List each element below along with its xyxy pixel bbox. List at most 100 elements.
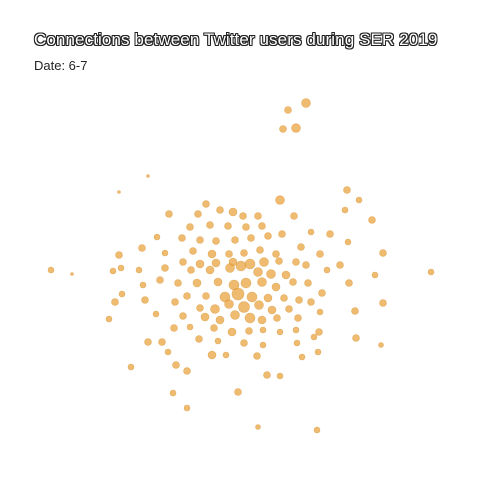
user-node <box>183 367 191 375</box>
user-node <box>292 326 300 334</box>
user-node <box>379 249 387 257</box>
user-node <box>244 312 256 324</box>
user-node <box>253 267 263 277</box>
user-node <box>187 266 195 274</box>
user-node <box>298 353 306 361</box>
user-node <box>336 261 344 269</box>
chart-title: Connections between Twitter users during… <box>34 30 438 49</box>
user-node <box>310 333 318 341</box>
user-node <box>307 228 315 236</box>
user-node <box>158 338 166 346</box>
user-node <box>323 266 331 274</box>
user-node <box>352 334 360 342</box>
user-node <box>278 230 286 238</box>
user-node <box>207 350 217 360</box>
user-node <box>263 293 273 303</box>
user-node <box>316 308 324 316</box>
user-node <box>344 238 352 246</box>
user-node <box>246 291 258 303</box>
user-node <box>171 298 179 306</box>
user-node <box>183 404 191 412</box>
user-node <box>240 277 252 289</box>
user-node <box>271 282 281 292</box>
user-node <box>257 277 267 287</box>
user-node <box>216 206 224 214</box>
user-node <box>210 324 218 332</box>
user-node <box>178 234 186 242</box>
user-node <box>105 315 113 323</box>
user-node <box>183 292 191 300</box>
user-node <box>210 304 220 314</box>
user-node <box>230 310 240 320</box>
user-node <box>284 106 292 114</box>
user-node <box>351 307 359 315</box>
user-node <box>153 233 161 241</box>
user-node <box>238 301 250 313</box>
user-node <box>295 296 303 304</box>
user-node <box>289 278 297 286</box>
user-node <box>224 299 234 309</box>
user-node <box>297 243 305 251</box>
user-node <box>227 327 237 337</box>
user-node <box>239 212 247 220</box>
user-node <box>279 125 287 133</box>
user-node <box>302 261 310 269</box>
user-node <box>192 278 202 288</box>
user-node <box>245 327 253 335</box>
user-node <box>293 339 301 347</box>
user-node <box>202 292 210 300</box>
user-node <box>205 265 215 275</box>
user-node <box>234 388 242 396</box>
user-node <box>165 210 173 218</box>
user-node <box>222 351 230 359</box>
user-node <box>186 323 194 331</box>
user-node <box>127 363 135 371</box>
user-node <box>117 190 121 194</box>
user-node <box>267 305 277 315</box>
user-node <box>244 258 256 270</box>
user-node <box>285 305 293 313</box>
user-node <box>152 310 160 318</box>
user-node <box>264 232 272 240</box>
user-node <box>109 267 117 275</box>
user-node <box>355 196 363 204</box>
user-node <box>115 251 123 259</box>
user-node <box>194 210 202 218</box>
user-node <box>231 287 245 301</box>
user-node <box>259 257 269 267</box>
user-node <box>211 258 221 268</box>
user-node <box>316 250 324 258</box>
user-node <box>256 246 264 254</box>
user-node <box>315 328 323 336</box>
user-node <box>379 299 387 307</box>
user-node <box>138 244 146 252</box>
user-node <box>228 207 238 217</box>
user-node <box>273 314 281 322</box>
user-node <box>345 279 353 287</box>
user-node <box>212 237 220 245</box>
user-node <box>280 294 288 302</box>
user-node <box>294 314 302 322</box>
user-node <box>240 249 248 257</box>
user-node <box>224 222 232 230</box>
user-node <box>235 260 247 272</box>
user-node <box>164 348 172 356</box>
user-node <box>341 206 349 214</box>
user-node <box>255 424 261 430</box>
user-node <box>254 212 262 220</box>
user-node <box>215 315 225 325</box>
user-node <box>368 216 376 224</box>
user-node <box>276 372 284 380</box>
user-node <box>196 236 204 244</box>
user-node <box>186 223 194 231</box>
user-node <box>275 195 285 205</box>
user-node <box>195 335 203 343</box>
user-node <box>314 348 322 356</box>
user-node <box>135 266 143 274</box>
user-node <box>307 298 315 306</box>
user-node <box>206 221 214 229</box>
user-node <box>141 296 149 304</box>
user-node <box>266 269 276 279</box>
user-node <box>318 289 326 297</box>
user-node <box>313 426 321 434</box>
